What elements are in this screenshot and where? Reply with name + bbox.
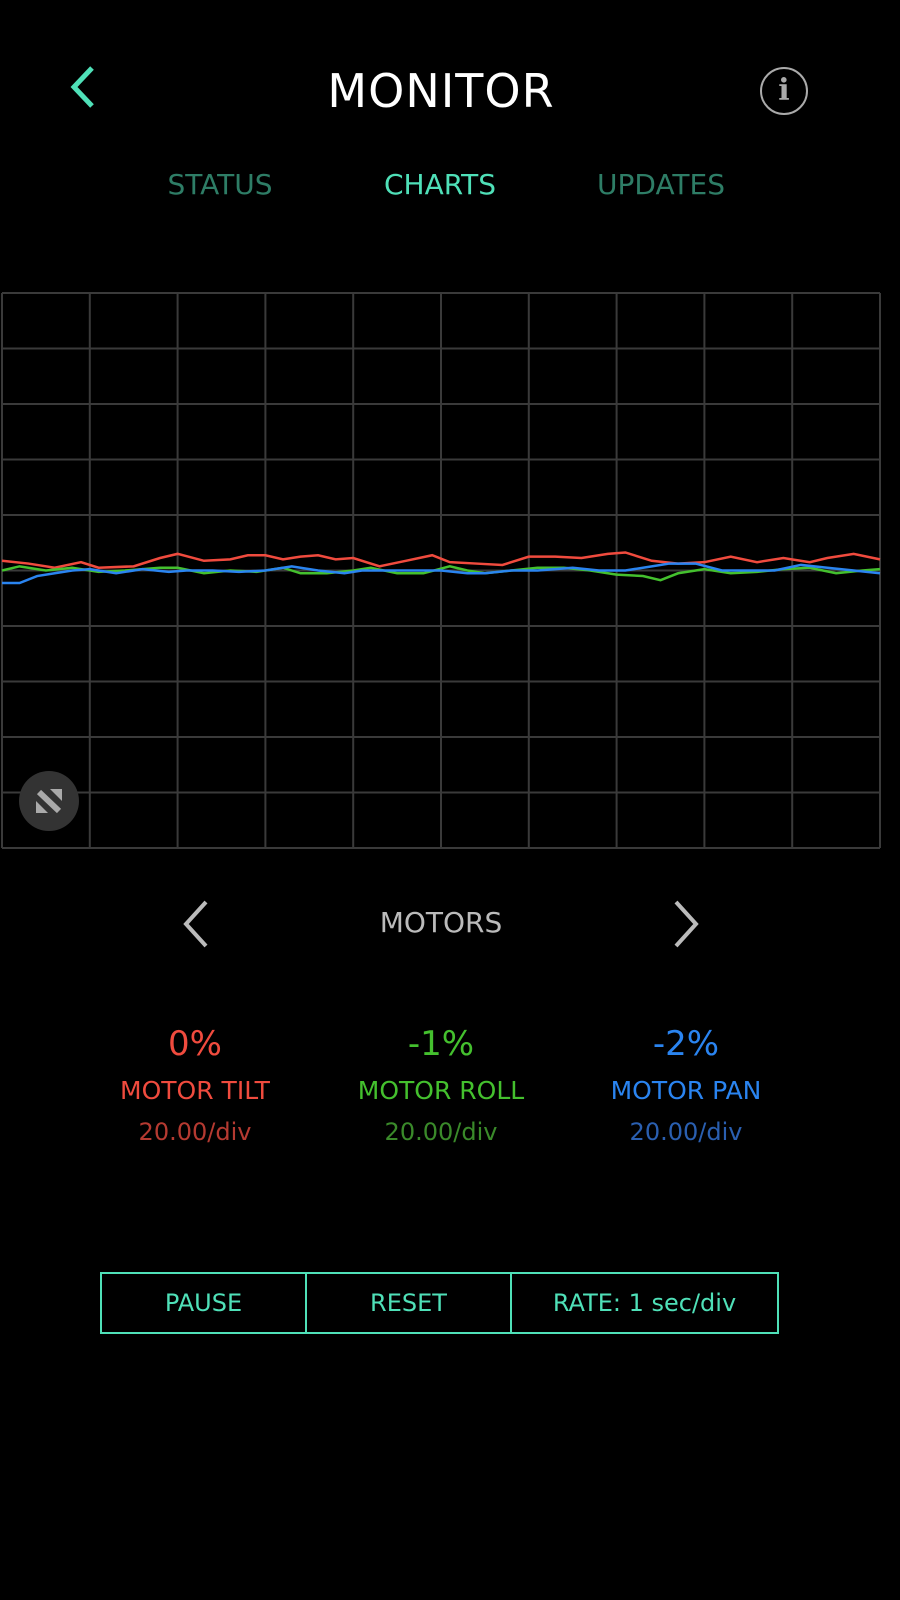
motor-tilt-scale: 20.00/div [138, 1118, 252, 1146]
motor-pan-scale: 20.00/div [629, 1118, 743, 1146]
expand-button[interactable] [19, 771, 79, 831]
motor-tilt-value: 0% [168, 1024, 222, 1064]
rate-button[interactable]: RATE: 1 sec/div [510, 1274, 777, 1332]
motor-pan-label: MOTOR PAN [610, 1076, 762, 1105]
tab-status[interactable]: STATUS [167, 168, 273, 201]
motor-chart [1, 292, 881, 849]
series-line-motor-tilt [1, 551, 881, 569]
info-icon[interactable]: i [760, 67, 808, 115]
motor-roll-value: -1% [407, 1024, 475, 1064]
prev-group-chevron-icon[interactable] [178, 898, 218, 950]
chart-group-label: MOTORS [379, 906, 503, 939]
chart-controls: PAUSE RESET RATE: 1 sec/div [100, 1272, 779, 1334]
tab-updates[interactable]: UPDATES [597, 168, 725, 201]
motor-pan-value: -2% [652, 1024, 720, 1064]
next-group-chevron-icon[interactable] [666, 898, 706, 950]
series-line-motor-roll [1, 565, 881, 582]
pause-button[interactable]: PAUSE [164, 1289, 243, 1317]
motor-tilt-label: MOTOR TILT [120, 1076, 270, 1105]
page-title: MONITOR [327, 64, 555, 118]
motor-roll-scale: 20.00/div [384, 1118, 498, 1146]
back-chevron-icon[interactable] [62, 62, 102, 112]
series-line-motor-pan [2, 562, 881, 585]
reset-button[interactable]: RESET [305, 1274, 510, 1332]
expand-icon [36, 789, 62, 814]
tab-charts[interactable]: CHARTS [383, 168, 497, 201]
motor-roll-label: MOTOR ROLL [357, 1076, 525, 1105]
